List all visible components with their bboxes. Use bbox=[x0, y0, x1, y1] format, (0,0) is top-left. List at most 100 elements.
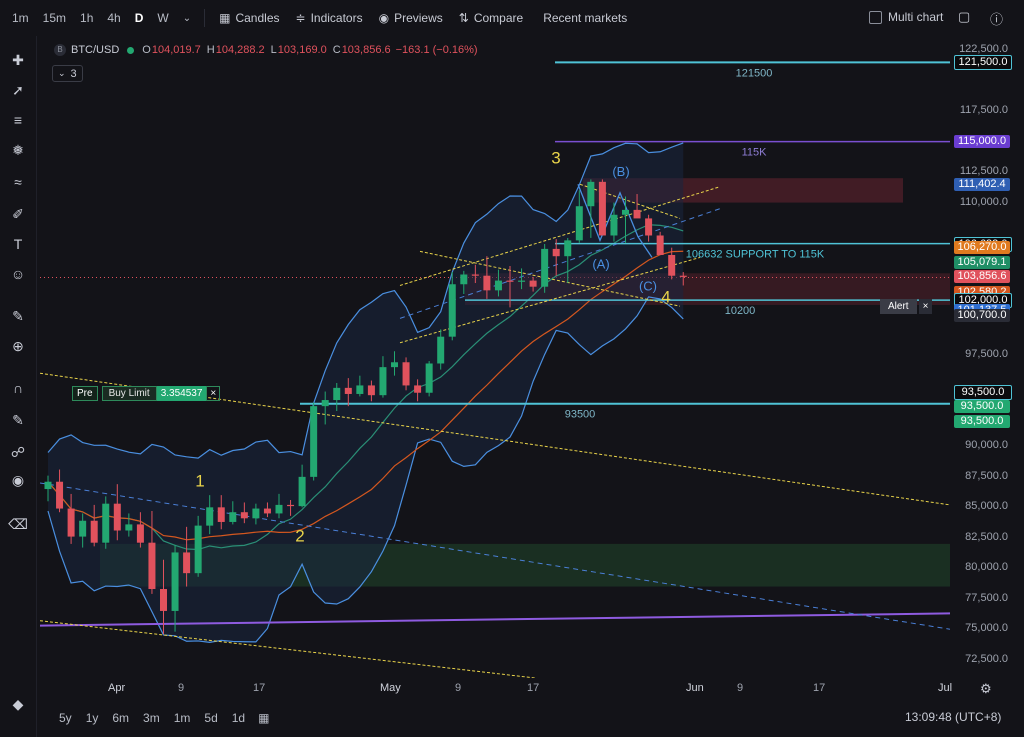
buy-limit-order[interactable]: Pre Buy Limit 3.354537 × bbox=[72, 386, 221, 401]
candle-body bbox=[44, 481, 52, 490]
change-value: −163.1 (−0.16%) bbox=[395, 44, 478, 56]
timeframe-D[interactable]: D bbox=[134, 11, 144, 25]
indicators-button[interactable]: ≑ Indicators bbox=[288, 11, 371, 25]
order-type-label[interactable]: Buy Limit bbox=[101, 386, 157, 401]
horizontal-lines-icon[interactable]: ≡ bbox=[13, 112, 23, 128]
candle-body bbox=[529, 280, 537, 287]
range-1m[interactable]: 1m bbox=[173, 711, 191, 725]
range-5d[interactable]: 5d bbox=[204, 711, 218, 725]
layers-icon[interactable]: ◆ bbox=[12, 695, 24, 712]
range-6m[interactable]: 6m bbox=[112, 711, 130, 725]
range-3m[interactable]: 3m bbox=[143, 711, 160, 725]
candle-body bbox=[518, 280, 526, 282]
symbol-legend: B BTC/USD O 104,019.7 H 104,288.2 L 103,169… bbox=[54, 44, 478, 56]
visibility-icon[interactable]: ◉ bbox=[11, 471, 25, 488]
compare-button[interactable]: ⇅ Compare bbox=[451, 11, 531, 25]
magnet-icon[interactable]: ∩ bbox=[12, 380, 24, 396]
high-value: 104,288.2 bbox=[215, 44, 265, 56]
lock-drawing-icon[interactable]: ✎ bbox=[12, 411, 24, 428]
alert-widget[interactable]: Alert × bbox=[880, 299, 933, 314]
trend-line-icon[interactable]: ➚ bbox=[12, 81, 24, 98]
label-115k: 115K bbox=[742, 147, 768, 159]
price-badge: 121,500.0 bbox=[954, 55, 1012, 71]
candle-body bbox=[275, 504, 283, 514]
price-tick-label: 75,000.0 bbox=[965, 622, 1008, 635]
time-axis[interactable]: Apr 9 17 May 9 17 Jun 9 17 Jul bbox=[40, 680, 952, 698]
range-1d[interactable]: 1d bbox=[231, 711, 246, 725]
time-tick-label: 9 bbox=[178, 682, 185, 694]
multi-chart-checkbox[interactable] bbox=[869, 10, 882, 24]
text-icon[interactable]: T bbox=[13, 236, 23, 252]
timeframe-W[interactable]: W bbox=[157, 11, 169, 25]
previews-button[interactable]: ◉ Previews bbox=[371, 11, 451, 25]
date-range-list: 5y 1y 6m 3m 1m 5d 1d bbox=[52, 711, 252, 725]
price-tick-label: 72,500.0 bbox=[965, 652, 1008, 665]
recent-markets-button[interactable]: Recent markets bbox=[535, 11, 635, 25]
camera-icon[interactable]: ▢ bbox=[958, 9, 971, 24]
trash-icon[interactable]: ⌫ bbox=[8, 515, 28, 532]
multi-chart-toggle[interactable]: Multi chart bbox=[869, 10, 943, 24]
indicator-layers-button[interactable]: ⌄ 3 bbox=[52, 65, 83, 82]
help-icon[interactable]: ⓘ bbox=[990, 12, 1004, 27]
alert-close-button[interactable]: × bbox=[918, 299, 933, 314]
order-close-button[interactable]: × bbox=[206, 386, 221, 401]
open-value: 104,019.7 bbox=[151, 44, 201, 56]
ruler-icon[interactable]: ✎ bbox=[12, 307, 24, 324]
price-axis[interactable]: 122,500.0 117,500.0 112,500.0 110,000.0 97,5… bbox=[952, 38, 1024, 678]
market-open-indicator bbox=[127, 46, 135, 54]
pattern-icon[interactable]: ❅ bbox=[12, 141, 24, 158]
wave-label-3: 3 bbox=[551, 149, 560, 168]
candle-body bbox=[610, 214, 618, 236]
settings-icon[interactable]: ⚙ bbox=[980, 681, 992, 696]
alert-label[interactable]: Alert bbox=[880, 299, 917, 314]
range-1y[interactable]: 1y bbox=[85, 711, 99, 725]
candle-body bbox=[402, 362, 410, 386]
candle-body bbox=[656, 235, 664, 255]
timeframe-15m[interactable]: 15m bbox=[42, 11, 67, 25]
bollinger-upper bbox=[47, 142, 684, 459]
low-value: 103,169.0 bbox=[277, 44, 327, 56]
close-value: 103,856.6 bbox=[341, 44, 391, 56]
candle-body bbox=[183, 552, 191, 574]
candle-body bbox=[229, 512, 237, 522]
candle-body bbox=[622, 209, 629, 215]
price-tick-label: 122,500.0 bbox=[959, 43, 1008, 56]
moving-average-fast bbox=[47, 224, 684, 551]
chart-canvas: 121500 115K 106632 SUPPORT TO 115K 10200 935… bbox=[39, 61, 951, 679]
candle-body bbox=[252, 508, 260, 519]
price-chart[interactable]: 121500 115K 106632 SUPPORT TO 115K 10200 935… bbox=[39, 38, 951, 679]
calendar-icon[interactable]: ▦ bbox=[258, 711, 270, 725]
candle-body bbox=[194, 525, 202, 574]
timeframe-1m[interactable]: 1m bbox=[12, 11, 29, 25]
emoji-icon[interactable]: ☺ bbox=[10, 266, 26, 282]
crosshair-icon[interactable]: ✚ bbox=[12, 51, 24, 68]
timeframe-4h[interactable]: 4h bbox=[107, 11, 121, 25]
timeframe-dropdown-chevron-icon[interactable]: ⌄ bbox=[182, 12, 192, 24]
price-badge: 103,856.6 bbox=[954, 270, 1010, 284]
candle-body bbox=[321, 400, 329, 407]
price-tick-label: 97,500.0 bbox=[965, 347, 1008, 360]
wave-label-b: (B) bbox=[612, 164, 629, 179]
order-prefix[interactable]: Pre bbox=[72, 386, 98, 401]
range-5y[interactable]: 5y bbox=[59, 711, 72, 725]
label-93500: 93500 bbox=[565, 409, 596, 421]
candle-body bbox=[356, 385, 364, 394]
price-badge: 93,500.0 bbox=[954, 400, 1010, 413]
symbol-name[interactable]: BTC/USD bbox=[71, 44, 120, 56]
price-tick-label: 112,500.0 bbox=[959, 165, 1008, 178]
zoom-icon[interactable]: ⊕ bbox=[12, 337, 24, 354]
brush-icon[interactable]: ✐ bbox=[12, 205, 24, 222]
candle-body bbox=[171, 552, 179, 611]
label-10200: 10200 bbox=[725, 305, 756, 317]
timeframe-1h[interactable]: 1h bbox=[80, 11, 94, 25]
candle-body bbox=[483, 275, 491, 291]
order-quantity[interactable]: 3.354537 bbox=[156, 386, 207, 401]
time-tick-label: Apr bbox=[108, 682, 126, 694]
wave-label-1: 1 bbox=[195, 472, 204, 491]
close-label: C bbox=[332, 44, 341, 56]
price-badge: 111,402.4 bbox=[954, 178, 1010, 192]
lock-icon[interactable]: ☍ bbox=[10, 443, 26, 460]
fib-icon[interactable]: ≈ bbox=[14, 174, 22, 190]
candle-body bbox=[575, 206, 583, 241]
chart-type-button[interactable]: ▦ Candles bbox=[211, 11, 287, 25]
